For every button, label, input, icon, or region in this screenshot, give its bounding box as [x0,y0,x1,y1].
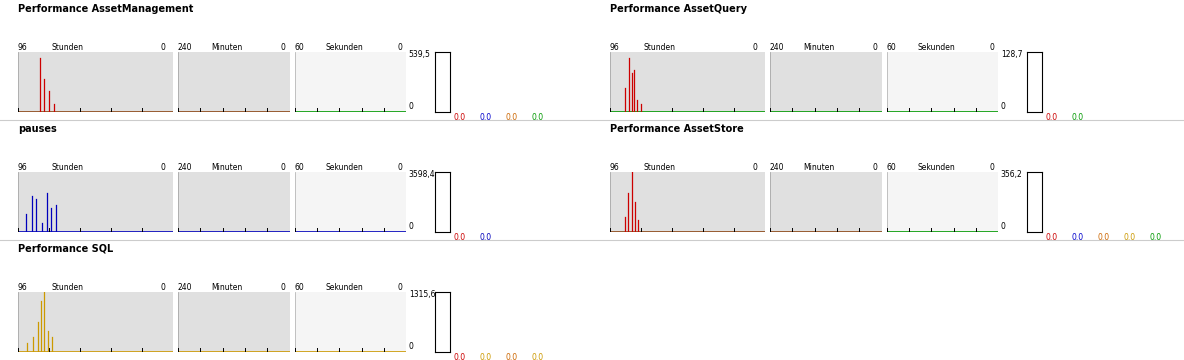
Text: Sekunden: Sekunden [918,163,955,172]
Text: 128,7: 128,7 [1000,50,1022,59]
Text: 356,2: 356,2 [1000,170,1023,179]
Text: Sekunden: Sekunden [918,44,955,53]
Text: 96: 96 [18,163,27,172]
Text: 0.0: 0.0 [1045,233,1057,242]
Text: 0.0: 0.0 [506,113,517,122]
Text: 0.0: 0.0 [1072,113,1083,122]
Text: Stunden: Stunden [52,284,84,292]
Text: Sekunden: Sekunden [326,284,363,292]
Text: 0.0: 0.0 [1072,233,1083,242]
Text: 240: 240 [770,163,784,172]
Text: 240: 240 [770,44,784,53]
Text: 0.0: 0.0 [453,354,465,360]
Text: 0.0: 0.0 [1150,233,1162,242]
Text: 0.0: 0.0 [532,354,543,360]
Text: 0: 0 [161,163,166,172]
Text: 1315,6: 1315,6 [408,290,436,299]
Text: Minuten: Minuten [804,44,835,53]
Text: 0.0: 0.0 [506,354,517,360]
Text: 0: 0 [398,44,403,53]
Text: 96: 96 [18,284,27,292]
Text: 0.0: 0.0 [480,113,491,122]
Text: 240: 240 [178,284,192,292]
Text: 0: 0 [1000,222,1005,231]
Text: 0: 0 [398,284,403,292]
Text: 0.0: 0.0 [480,233,491,242]
Text: Performance AssetStore: Performance AssetStore [610,123,744,134]
Text: 0: 0 [408,342,413,351]
Text: 0: 0 [753,163,758,172]
Text: 0.0: 0.0 [532,113,543,122]
Text: 0: 0 [1000,102,1005,111]
Text: Stunden: Stunden [644,163,676,172]
Text: 0: 0 [873,163,877,172]
Text: 60: 60 [887,44,896,53]
Text: 0: 0 [161,44,166,53]
Text: 0: 0 [281,44,285,53]
Text: 0: 0 [990,44,995,53]
Text: 0.0: 0.0 [1098,233,1109,242]
Text: 240: 240 [178,44,192,53]
Text: Performance AssetQuery: Performance AssetQuery [610,4,747,14]
Text: 60: 60 [295,163,304,172]
Text: 0: 0 [281,163,285,172]
Text: 0.0: 0.0 [453,113,465,122]
Text: pauses: pauses [18,123,57,134]
Text: Minuten: Minuten [804,163,835,172]
Text: Performance AssetManagement: Performance AssetManagement [18,4,193,14]
Text: 240: 240 [178,163,192,172]
Text: 60: 60 [887,163,896,172]
Text: 0: 0 [161,284,166,292]
Text: Sekunden: Sekunden [326,44,363,53]
Text: 539,5: 539,5 [408,50,431,59]
Text: 0.0: 0.0 [1045,113,1057,122]
Text: 3598,4: 3598,4 [408,170,436,179]
Text: Stunden: Stunden [644,44,676,53]
Text: 0: 0 [408,102,413,111]
Text: 96: 96 [610,163,619,172]
Text: Performance SQL: Performance SQL [18,244,112,253]
Text: 0.0: 0.0 [1124,233,1135,242]
Text: 0.0: 0.0 [480,354,491,360]
Text: 60: 60 [295,284,304,292]
Text: Minuten: Minuten [212,284,243,292]
Text: Sekunden: Sekunden [326,163,363,172]
Text: 0: 0 [281,284,285,292]
Text: Minuten: Minuten [212,44,243,53]
Text: 96: 96 [18,44,27,53]
Text: 0: 0 [990,163,995,172]
Text: Stunden: Stunden [52,163,84,172]
Text: Minuten: Minuten [212,163,243,172]
Text: 0: 0 [873,44,877,53]
Text: 0: 0 [398,163,403,172]
Text: 0.0: 0.0 [453,233,465,242]
Text: Stunden: Stunden [52,44,84,53]
Text: 60: 60 [295,44,304,53]
Text: 0: 0 [753,44,758,53]
Text: 96: 96 [610,44,619,53]
Text: 0: 0 [408,222,413,231]
